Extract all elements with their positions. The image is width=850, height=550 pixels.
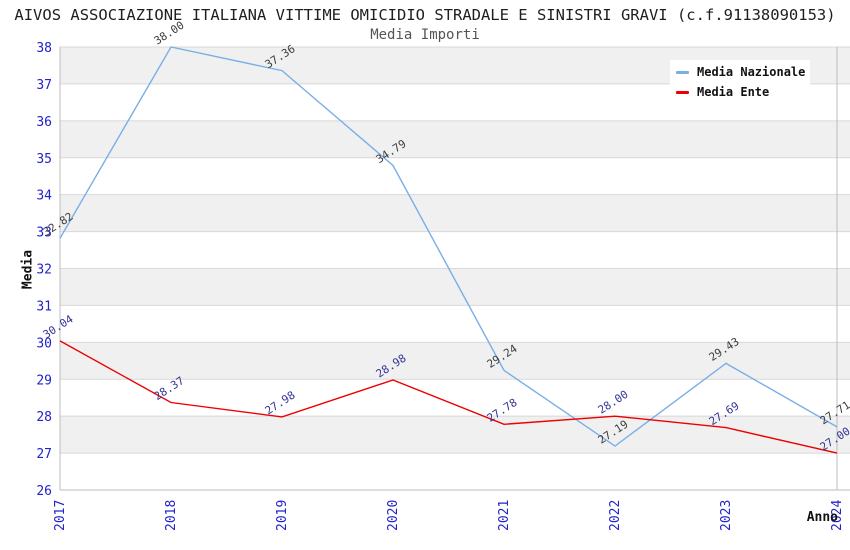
legend-item-media-nazionale: Media Nazionale [676, 65, 810, 79]
chart-subtitle: Media Importi [370, 27, 480, 43]
series-line-media-nazionale [59, 46, 838, 447]
y-tick-label: 33 [36, 226, 52, 241]
legend-label: Media Nazionale [697, 65, 806, 79]
x-tick-label: 2020 [386, 500, 401, 531]
y-tick-label: 36 [36, 115, 52, 130]
plot-band [60, 342, 850, 380]
x-axis-title: Anno [806, 510, 838, 525]
y-tick-label: 29 [36, 373, 52, 388]
data-label: 38.00 [152, 19, 187, 48]
y-tick-label: 26 [36, 484, 52, 499]
y-tick-label: 31 [36, 299, 52, 314]
legend-marker-media-nazionale [676, 70, 689, 74]
axis-frame [59, 47, 850, 491]
plot-band [60, 120, 850, 158]
x-axis-ticks: 2017 2018 2019 2020 2021 2022 2023 2024 [53, 500, 845, 531]
x-tick-label: 2023 [719, 500, 734, 531]
x-tick-label: 2022 [608, 500, 623, 531]
chart-title: AIVOS ASSOCIAZIONE ITALIANA VITTIME OMIC… [14, 6, 836, 24]
plot-bands [60, 47, 850, 454]
x-tick-label: 2019 [275, 500, 290, 531]
y-axis-ticks: 26 27 28 29 30 31 32 33 34 35 36 37 38 [36, 41, 52, 499]
data-label: 30.04 [41, 312, 76, 341]
legend-marker-media-ente [676, 90, 689, 94]
plot-band [60, 268, 850, 306]
series-line-media-ente [59, 340, 838, 454]
legend: Media Nazionale Media Ente [670, 60, 810, 104]
y-tick-label: 28 [36, 410, 52, 425]
y-tick-label: 38 [36, 41, 52, 56]
plot-band [60, 194, 850, 232]
x-tick-label: 2021 [497, 500, 512, 531]
y-tick-label: 32 [36, 263, 52, 278]
y-tick-label: 34 [36, 189, 52, 204]
y-tick-label: 27 [36, 447, 52, 462]
x-tick-label: 2024 [830, 500, 845, 531]
data-label: 28.00 [596, 388, 631, 417]
y-tick-label: 37 [36, 78, 52, 93]
plot-band [60, 416, 850, 454]
y-axis-title: Media [20, 249, 36, 290]
legend-label: Media Ente [697, 85, 770, 99]
x-tick-label: 2018 [164, 500, 179, 531]
x-tick-label: 2017 [53, 500, 68, 531]
legend-item-media-ente: Media Ente [676, 85, 810, 99]
y-tick-label: 30 [36, 336, 52, 351]
y-tick-label: 35 [36, 152, 52, 167]
